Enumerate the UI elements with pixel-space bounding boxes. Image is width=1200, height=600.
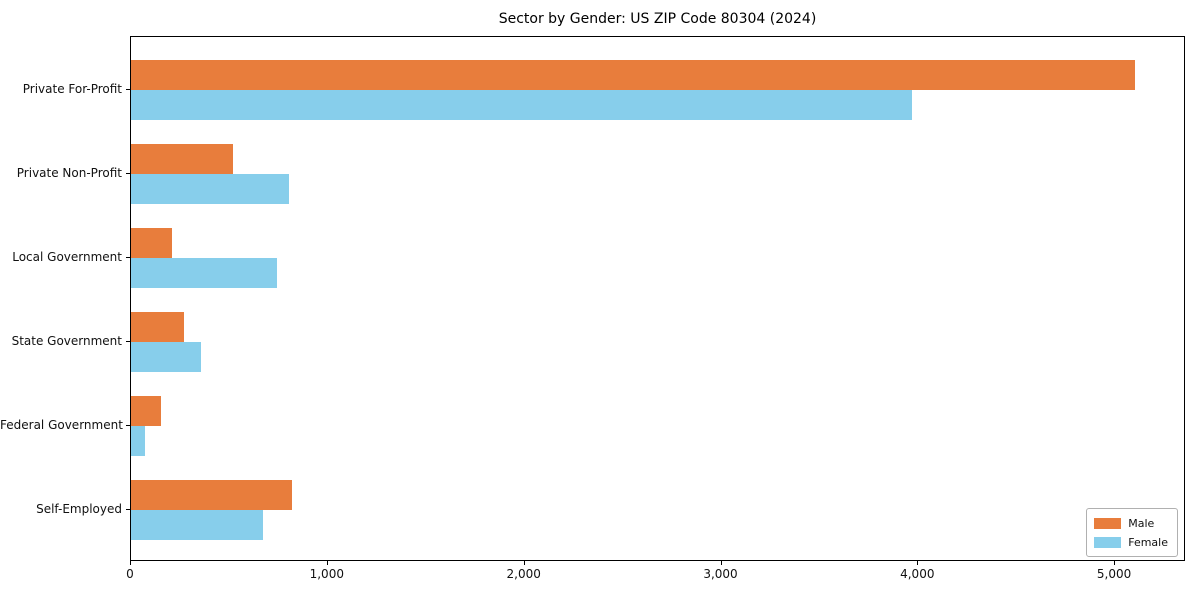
bar-female-5 (131, 510, 263, 540)
y-tick-label: Private Non-Profit (16, 166, 122, 180)
x-tick-mark (326, 561, 328, 565)
x-tick-mark (720, 561, 722, 565)
x-tick-mark (130, 561, 131, 565)
y-tick-label: State Government (11, 334, 122, 348)
bar-female-4 (131, 426, 145, 456)
x-tick-label: 1,000 (309, 567, 344, 581)
bar-male-3 (131, 312, 185, 342)
x-tick-label: 3,000 (703, 567, 738, 581)
x-tick-label: 4,000 (900, 567, 935, 581)
x-tick-mark (523, 561, 525, 565)
y-tick-mark (126, 173, 130, 174)
x-tick-label: 5,000 (1096, 567, 1132, 581)
legend-swatch-male (1094, 517, 1122, 529)
bar-male-5 (131, 480, 293, 510)
bar-male-2 (131, 228, 173, 258)
bar-male-0 (131, 60, 1135, 90)
bar-female-2 (131, 258, 277, 288)
chart-title: Sector by Gender: US ZIP Code 80304 (202… (498, 11, 817, 27)
bar-male-4 (131, 396, 161, 426)
y-tick-mark (126, 509, 130, 510)
y-tick-mark (126, 425, 130, 426)
legend: Male Female (1086, 508, 1178, 557)
y-tick-label: Private For-Profit (22, 82, 122, 96)
y-tick-mark (126, 257, 130, 258)
x-tick-label: 2,000 (506, 567, 541, 581)
legend-label-male: Male (1128, 516, 1155, 530)
y-tick-label: Self-Employed (36, 502, 122, 516)
y-tick-label: Federal Government (0, 418, 123, 432)
bar-female-0 (131, 90, 913, 120)
y-tick-mark (126, 341, 130, 342)
legend-entry-female: Female (1094, 534, 1168, 550)
bar-female-1 (131, 174, 289, 204)
bar-male-1 (131, 144, 234, 174)
plot-area (130, 36, 1185, 561)
x-tick-mark (1114, 561, 1116, 565)
legend-entry-male: Male (1094, 515, 1168, 531)
y-tick-mark (126, 89, 130, 90)
x-tick-label: 0 (126, 567, 134, 581)
y-tick-label: Local Government (12, 250, 122, 264)
x-tick-mark (917, 561, 919, 565)
legend-swatch-female (1094, 536, 1122, 548)
legend-label-female: Female (1128, 535, 1168, 549)
bar-female-3 (131, 342, 201, 372)
